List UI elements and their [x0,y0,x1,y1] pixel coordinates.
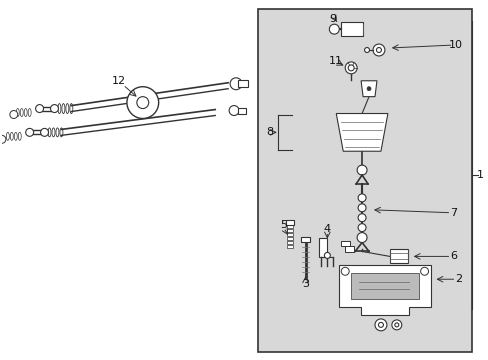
Text: 7: 7 [449,208,456,218]
Bar [300,237,310,242]
Bar [341,22,362,36]
Text: 6: 6 [449,251,456,261]
Bar [319,238,326,257]
Bar [285,220,293,225]
Bar [257,9,471,352]
Circle shape [137,96,148,109]
Circle shape [324,252,330,258]
Text: 1: 1 [476,170,483,180]
Bar [286,229,292,232]
Circle shape [328,24,339,34]
Bar [344,247,353,252]
Circle shape [366,87,370,91]
Circle shape [347,65,353,71]
Circle shape [372,44,384,56]
Circle shape [356,233,366,243]
Circle shape [357,194,366,202]
Bar [286,245,292,248]
Text: 5: 5 [280,220,286,230]
Circle shape [10,111,18,118]
Polygon shape [360,81,376,96]
Circle shape [50,105,59,113]
Bar [389,249,407,264]
Circle shape [378,323,383,327]
Text: 3: 3 [302,279,308,289]
Bar [286,233,292,236]
Circle shape [356,165,366,175]
Text: 11: 11 [328,56,343,66]
Circle shape [345,62,356,74]
Bar [340,240,349,247]
Circle shape [26,129,34,136]
Circle shape [357,224,366,231]
Circle shape [41,129,48,136]
Circle shape [127,87,158,118]
Circle shape [230,78,242,90]
Circle shape [374,319,386,331]
Text: 4: 4 [323,224,330,234]
Circle shape [36,105,43,113]
Text: 10: 10 [447,40,462,50]
Circle shape [391,320,401,330]
Bar [286,225,292,228]
Circle shape [364,48,369,53]
Circle shape [357,204,366,212]
Polygon shape [339,265,429,315]
Circle shape [229,105,239,116]
Circle shape [394,323,398,327]
Circle shape [0,135,6,143]
Text: 9: 9 [329,14,336,24]
Circle shape [341,267,348,275]
Bar [286,241,292,244]
Text: 8: 8 [265,127,273,138]
Bar [237,108,246,113]
Text: 2: 2 [454,274,461,284]
Bar [238,80,247,87]
Polygon shape [336,113,387,151]
Bar [286,237,292,240]
Circle shape [376,48,381,53]
Text: 12: 12 [112,76,126,86]
Circle shape [420,267,427,275]
Circle shape [357,214,366,222]
Polygon shape [350,273,418,299]
